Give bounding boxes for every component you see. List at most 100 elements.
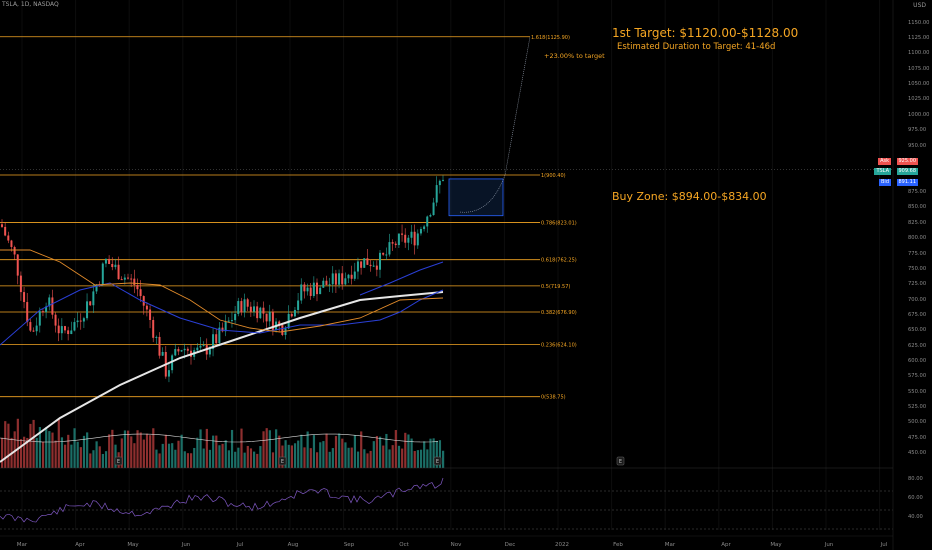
candle-body — [234, 313, 237, 321]
fib-label: 0.786(823.01) — [541, 220, 577, 226]
buy-zone-annotation: Buy Zone: $894.00-$834.00 — [612, 190, 767, 203]
volume-bar — [64, 444, 67, 468]
volume-bar — [338, 433, 341, 468]
candle-body — [161, 352, 164, 356]
candle-body — [401, 233, 404, 235]
candle-body — [268, 311, 271, 322]
percent-to-target-annotation: +23.00% to target — [544, 52, 605, 60]
candle-body — [394, 243, 397, 246]
volume-bar — [95, 441, 98, 468]
earnings-badge-label: E — [619, 459, 622, 465]
candle-body — [13, 247, 16, 255]
time-tick: Apr — [721, 542, 731, 548]
volume-bar — [136, 430, 139, 468]
candle-body — [363, 258, 366, 268]
time-tick: Jul — [880, 542, 888, 548]
volume-bar — [208, 449, 212, 468]
time-tick: Apr — [75, 542, 85, 548]
volume-bar — [104, 451, 108, 468]
volume-bar — [382, 445, 385, 468]
candle-body — [79, 320, 82, 322]
fib-label: 0.618(762.25) — [541, 258, 577, 264]
volume-bar — [316, 452, 319, 468]
candle-body — [41, 311, 44, 313]
price-tick: 750.00 — [908, 266, 926, 272]
candle-body — [212, 334, 215, 349]
candle-body — [278, 321, 281, 326]
candle-body — [16, 254, 19, 276]
volume-bar — [7, 423, 10, 468]
time-tick: 2022 — [555, 542, 569, 548]
candle-body — [38, 311, 41, 326]
volume-bar — [101, 453, 104, 468]
price-tick: 850.00 — [908, 204, 926, 210]
time-tick: Jun — [824, 542, 834, 548]
candle-body — [356, 261, 359, 272]
volume-bar — [297, 440, 300, 468]
candle-body — [438, 180, 441, 186]
volume-bar — [366, 453, 369, 468]
candle-body — [1, 224, 3, 227]
earnings-badge-icon — [278, 456, 287, 466]
candle-body — [101, 263, 104, 285]
buy-zone-box[interactable] — [0, 169, 893, 217]
ma-50-line — [0, 282, 444, 346]
earnings-badge-icon — [616, 456, 625, 466]
volume-bar — [268, 430, 271, 468]
candle-body — [35, 325, 38, 332]
candle-body — [397, 233, 400, 246]
price-tick: 650.00 — [908, 327, 926, 333]
volume-bar — [379, 436, 382, 468]
volume-bar — [212, 435, 215, 468]
candle-body — [26, 302, 29, 323]
candle-body — [167, 370, 170, 377]
volume-bar — [278, 435, 281, 468]
volume-bar — [372, 441, 375, 468]
volume-bar — [322, 441, 325, 468]
price-tick: 1025.00 — [908, 96, 929, 102]
price-tick: 1050.00 — [908, 81, 929, 87]
price-tick: 700.00 — [908, 297, 926, 303]
volume-bar — [152, 428, 155, 468]
volume-bar — [271, 452, 275, 468]
tsla-tag-label: TSLA — [874, 168, 891, 175]
price-tick: 1125.00 — [908, 35, 929, 41]
volume-bar — [92, 450, 95, 468]
candle-body — [139, 289, 142, 297]
currency-unit[interactable]: USD — [913, 2, 926, 9]
volume-bar — [202, 448, 205, 468]
candle-body — [215, 334, 218, 344]
volume-bar — [369, 450, 372, 468]
candle-body — [64, 326, 66, 331]
volume-bar — [249, 448, 253, 468]
candle-body — [95, 284, 98, 292]
volume-bar — [215, 435, 218, 468]
candle-body — [7, 235, 10, 241]
candle-body — [208, 348, 211, 355]
candle-body — [86, 301, 89, 319]
candle-body — [413, 231, 416, 246]
candle-body — [262, 307, 265, 314]
candle-body — [309, 287, 312, 296]
symbol-label[interactable]: TSLA, 1D, NASDAQ — [2, 1, 59, 8]
candle-body — [127, 277, 129, 279]
volume-bar — [149, 435, 152, 468]
target-annotation: 1st Target: $1120.00-$1128.00 — [612, 26, 799, 40]
volume-bar — [73, 428, 76, 468]
candle-body — [240, 301, 243, 313]
candlesticks — [1, 175, 444, 383]
volume-bar — [227, 450, 230, 468]
volume-bar — [32, 419, 35, 468]
candle-body — [300, 284, 303, 301]
candle-body — [171, 355, 174, 371]
time-tick: May — [770, 542, 782, 548]
candle-body — [325, 280, 328, 285]
volume-bar — [237, 447, 240, 468]
price-tick: 1150.00 — [908, 20, 929, 26]
candle-body — [230, 320, 233, 322]
rsi-panel — [0, 467, 893, 530]
candle-body — [256, 306, 259, 319]
time-tick: Sep — [344, 542, 355, 548]
